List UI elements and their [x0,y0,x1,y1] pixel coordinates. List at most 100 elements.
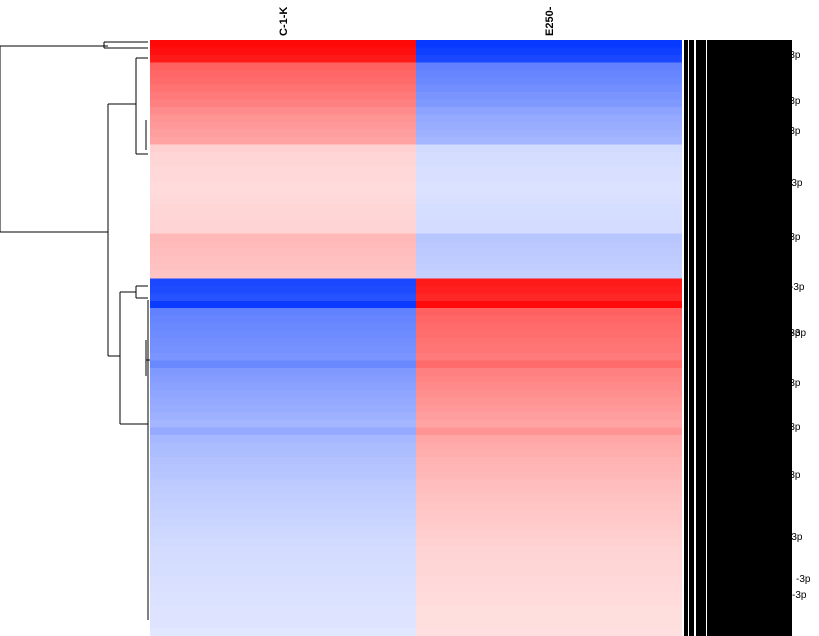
heatmap-cell [150,345,416,354]
row-label-stripe [707,40,712,636]
heatmap-cell [150,509,416,518]
row-label: -3p [796,574,811,585]
heatmap-cell [150,308,416,317]
heatmap-cell [416,419,682,428]
heatmap-cell [150,293,416,302]
heatmap-cell [416,107,682,116]
heatmap-cell [150,479,416,488]
heatmap-cell [416,129,682,138]
heatmap-cell [150,405,416,414]
heatmap-cell [150,583,416,592]
row-label-stripe [702,40,706,636]
heatmap-cell [150,129,416,138]
row-dendrogram [0,41,150,620]
heatmap-cell [416,136,682,145]
row-label: -3p [788,532,803,543]
heatmap-cell [150,487,416,496]
heatmap-cell [150,397,416,406]
row-label: -3p [786,328,801,339]
heatmap-cell [416,427,682,436]
heatmap-cell [416,233,682,242]
heatmap-cell [416,121,682,130]
heatmap-cell [150,181,416,190]
heatmap-cell [150,539,416,548]
heatmap-cell [150,84,416,93]
heatmap-cell [416,442,682,451]
heatmap-cells [150,40,682,636]
row-label-stripe [737,40,741,636]
heatmap-cell [150,561,416,570]
heatmap-cell [416,270,682,279]
heatmap-cell [150,270,416,279]
row-label-stripe [765,40,771,636]
heatmap-cell [150,375,416,384]
heatmap-cell [416,382,682,391]
heatmap-cell [150,628,416,636]
heatmap-cell [150,233,416,242]
heatmap-cell [416,487,682,496]
heatmap-cell [150,196,416,205]
heatmap-cell [150,189,416,198]
heatmap-cell [150,300,416,309]
heatmap-cell [150,360,416,369]
heatmap-cell [416,218,682,227]
heatmap-cell [150,62,416,71]
row-label-stripe [711,40,717,636]
heatmap-cell [150,174,416,183]
heatmap-cell [150,598,416,607]
row-label-stripe [715,40,719,636]
column-label: E250- [544,6,556,36]
heatmap-cell [150,285,416,294]
heatmap-cell [150,241,416,250]
heatmap-cell [150,315,416,324]
heatmap-cell [416,352,682,361]
heatmap-cell [150,613,416,622]
heatmap-cell [150,591,416,600]
row-label: -3p [786,50,801,61]
heatmap-cell [150,472,416,481]
heatmap-cell [150,99,416,108]
row-label-stripe [684,40,688,636]
row-label-stripe [758,40,762,636]
heatmap-cell [150,151,416,160]
row-label-stripe [779,40,783,636]
row-label-stripe [754,40,760,636]
heatmap-cell [416,77,682,86]
heatmap-cell [416,375,682,384]
heatmap-cell [416,472,682,481]
row-label: -3p [786,126,801,137]
row-label-stripe [786,40,792,636]
row-label: -3p [786,378,801,389]
row-label-stripe [722,40,728,636]
heatmap-cell [416,189,682,198]
heatmap-cell [150,77,416,86]
heatmap-cell [416,554,682,563]
heatmap-cell [150,524,416,533]
heatmap-cell [416,576,682,585]
heatmap-cell [416,315,682,324]
heatmap-cell [416,434,682,443]
heatmap-cell [150,501,416,510]
heatmap-cell [416,248,682,257]
heatmap-cell [416,330,682,339]
heatmap-cell [150,263,416,272]
heatmap-cell [416,285,682,294]
heatmap-cell [150,144,416,153]
heatmap-cell [416,54,682,63]
heatmap-cell [150,338,416,347]
heatmap-cell [416,114,682,123]
heatmap-cell [416,464,682,473]
heatmap-cell [416,345,682,354]
row-labels: -3p-3p-3p-3p-3p-3p-3p-3p-3p-3p-3p-3p-3p2… [786,50,811,601]
row-label-stripe [762,40,767,636]
row-label: -3p [788,178,803,189]
heatmap-cell [416,613,682,622]
heatmap-cell [416,263,682,272]
heatmap-cell [416,196,682,205]
heatmap-cell [416,293,682,302]
heatmap-cell [150,606,416,615]
row-label: -3p [786,470,801,481]
heatmap-cell [150,531,416,540]
row-label: -3p [786,422,801,433]
